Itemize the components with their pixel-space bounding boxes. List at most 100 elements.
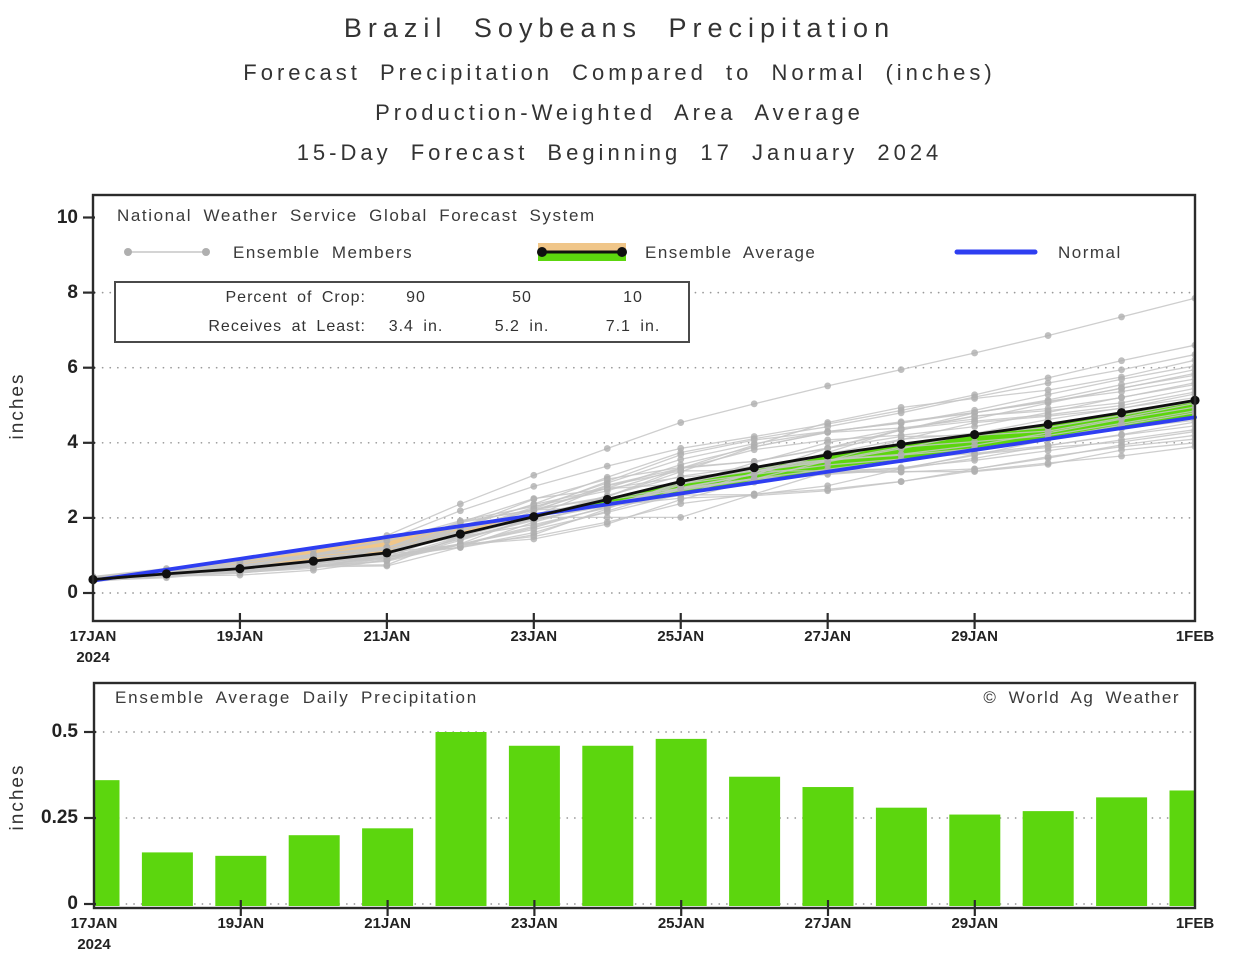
ensemble-member-dot [456, 518, 464, 525]
ensemble-member-dot [750, 490, 758, 498]
ensemble-member-dot [897, 468, 905, 475]
precip-bar [508, 745, 560, 906]
top-x-tick-label: 1FEB [1175, 628, 1215, 645]
precip-bar [949, 814, 1001, 906]
ensemble-member-dot [677, 513, 685, 521]
chart-subtitle-3: 15-Day Forecast Beginning 17 January 202… [296, 140, 943, 165]
top-y-tick-label: 10 [56, 206, 78, 228]
top-x-tick-label: 29JAN [951, 628, 998, 645]
bottom-plot-border [92, 681, 1197, 910]
ensemble-member-dot [603, 475, 611, 483]
precip-bar [215, 855, 267, 906]
ensemble-member-dot [1118, 313, 1125, 321]
ensemble-average-dot [970, 429, 980, 440]
crop-percent-10: 10 [623, 288, 643, 306]
legend-member-dot [124, 248, 132, 256]
ensemble-member-dot [971, 419, 978, 427]
ensemble-member-dot [456, 500, 464, 508]
ensemble-member-dot [897, 425, 905, 433]
ensemble-member-dot [530, 482, 538, 490]
precip-bar [1022, 811, 1074, 906]
precip-bar [362, 828, 414, 906]
crop-row1-label: Percent of Crop: [225, 288, 366, 306]
ensemble-member-dot [1044, 391, 1052, 398]
bottom-y-tick-label: 0 [67, 893, 78, 914]
ensemble-average-dot [308, 556, 318, 566]
legend-member-dot [202, 248, 210, 256]
bottom-x-tick-year-label: 2024 [77, 936, 111, 953]
crop-percent-90: 90 [406, 288, 426, 306]
ensemble-member-line [93, 393, 1195, 582]
legend-average-dot [537, 247, 547, 257]
top-x-tick-year-label: 2024 [76, 649, 110, 666]
ensemble-average-dot [529, 512, 539, 522]
precip-bar [875, 807, 927, 906]
ensemble-average-line [92, 398, 1196, 581]
precip-bar [1096, 797, 1148, 906]
ensemble-member-dot [603, 513, 611, 521]
ensemble-member-dot [530, 526, 538, 533]
bottom-x-tick-label: 21JAN [364, 915, 411, 932]
top-x-tick-label: 21JAN [363, 628, 411, 645]
top-y-tick-label: 0 [67, 582, 78, 603]
ensemble-average-dot [382, 548, 392, 558]
crop-amount-90: 3.4 in. [388, 317, 444, 335]
ensemble-member-dot [897, 366, 905, 373]
ensemble-average-dot [896, 439, 906, 449]
ensemble-member-dot [897, 404, 905, 411]
ensemble-member-dot [677, 455, 685, 463]
ensemble-member-dot [1044, 332, 1052, 339]
ensemble-average-dot [823, 450, 833, 460]
ensemble-average-dots [88, 395, 1200, 585]
chart-subtitle-2: Production-Weighted Area Average [375, 100, 864, 125]
bottom-x-tick-label: 19JAN [217, 915, 265, 932]
ensemble-average-dot [1043, 419, 1053, 430]
ensemble-member-line [93, 297, 1195, 578]
top-x-tick-label: 23JAN [510, 628, 558, 645]
ensemble-average-dot [602, 494, 612, 505]
bottom-x-tick-label: 1FEB [1175, 915, 1215, 932]
top-x-tick-label: 25JAN [657, 628, 705, 645]
ensemble-member-line [93, 383, 1195, 580]
bottom-chart-title: Ensemble Average Daily Precipitation [115, 688, 478, 707]
ensemble-member-dot [383, 561, 391, 569]
ensemble-member-dot [824, 439, 832, 447]
legend-tan-band [538, 243, 626, 252]
ensemble-member-dot [1118, 375, 1125, 383]
crop-amount-50: 5.2 in. [494, 317, 550, 335]
top-plot-border [91, 193, 1197, 623]
ensemble-average-dot [749, 462, 759, 473]
top-x-tick-label: 27JAN [804, 628, 852, 645]
ensemble-member-line [93, 397, 1195, 579]
ensemble-member-dot [677, 500, 685, 508]
ensemble-member-dot [1044, 459, 1052, 467]
precip-bar [1169, 790, 1195, 906]
bottom-y-tick-label: 0.5 [51, 721, 78, 742]
ensemble-member-dot [971, 467, 978, 475]
ensemble-member-dot [971, 438, 978, 446]
ensemble-member-dot [383, 537, 391, 545]
legend-normal-label: Normal [1058, 243, 1122, 262]
ensemble-member-dot [971, 450, 978, 458]
precip-bar [729, 776, 781, 906]
ensemble-member-line [93, 419, 1195, 581]
crop-amount-10: 7.1 in. [605, 317, 661, 335]
copyright-label: © World Ag Weather [983, 688, 1180, 707]
ensemble-member-dot [824, 429, 832, 436]
ensemble-member-line [93, 368, 1195, 581]
ensemble-average-dot [676, 476, 686, 487]
bottom-x-tick-label: 23JAN [511, 915, 558, 932]
ensemble-member-dot [897, 418, 905, 426]
precip-bar [288, 835, 340, 906]
legend-ensemble-average-label: Ensemble Average [645, 243, 817, 262]
ensemble-member-dot [1118, 366, 1125, 374]
ensemble-member-dot [1044, 379, 1052, 387]
ensemble-member-dot [1044, 444, 1052, 451]
top-y-tick-label: 6 [67, 356, 78, 378]
ensemble-member-dot [677, 419, 685, 426]
ensemble-member-dot [1118, 357, 1125, 365]
ensemble-average-dot [235, 563, 245, 574]
ensemble-member-dot [677, 467, 685, 475]
